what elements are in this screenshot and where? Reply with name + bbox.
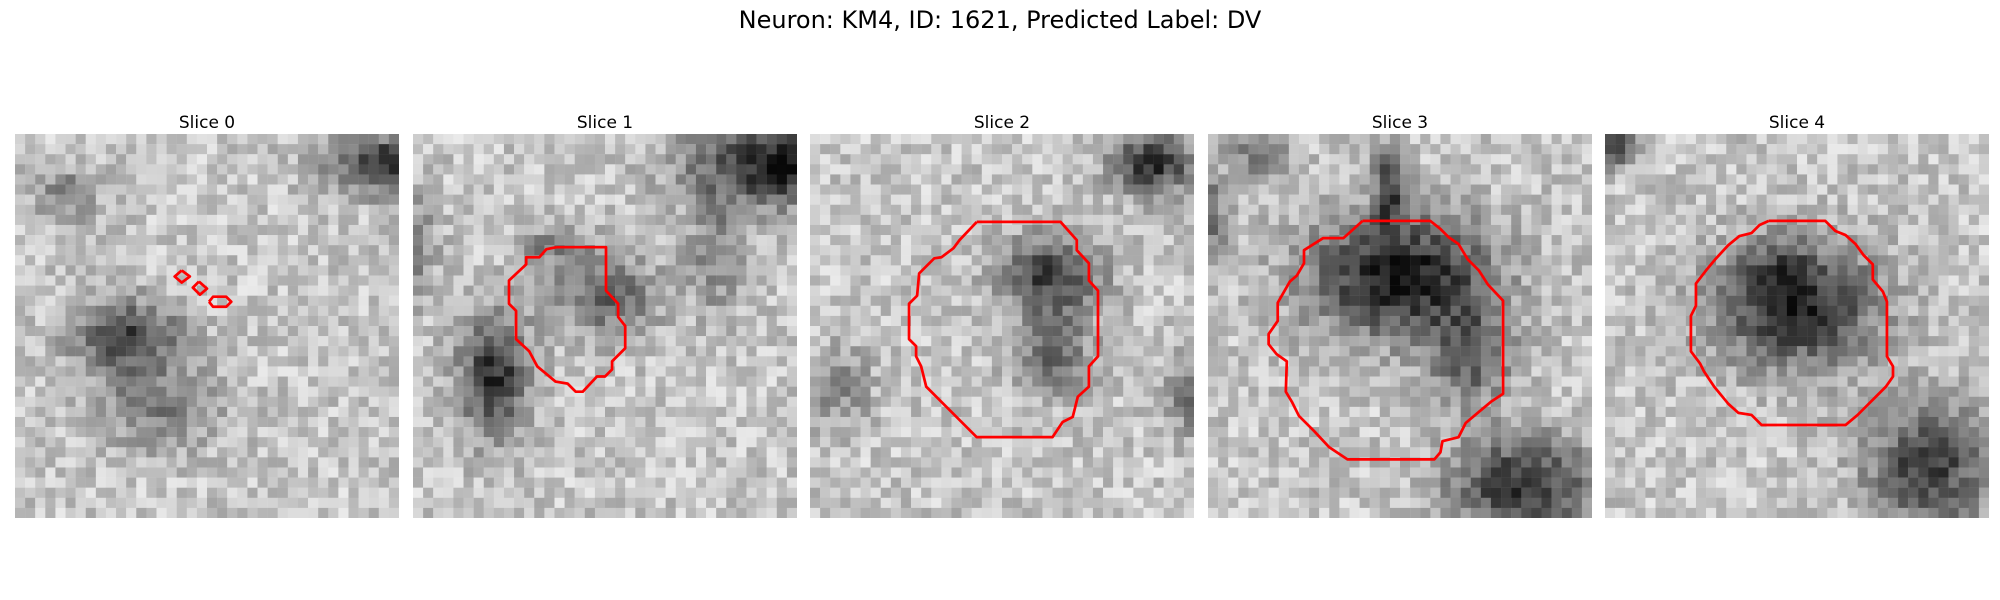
slice-panel-4: Slice 4 [1605, 112, 1989, 518]
slice-image [1605, 134, 1989, 518]
segmentation-contour [1689, 219, 1895, 427]
slice-panel-2: Slice 2 [810, 112, 1194, 518]
slice-panel-1: Slice 1 [413, 112, 797, 518]
slice-title: Slice 0 [178, 113, 236, 133]
segmentation-contour [1267, 219, 1505, 461]
slice-title: Slice 3 [1371, 113, 1429, 133]
slice-title: Slice 1 [576, 113, 634, 133]
segmentation-contour [207, 295, 233, 309]
slice-image [15, 134, 399, 518]
figure-title: Neuron: KM4, ID: 1621, Predicted Label: … [738, 6, 1262, 34]
slice-image [1208, 134, 1592, 518]
slice-image [413, 134, 797, 518]
slice-panel-0: Slice 0 [15, 112, 399, 518]
segmentation-contour [507, 245, 627, 394]
slice-image [810, 134, 1194, 518]
segmentation-contour [907, 220, 1100, 439]
slice-title: Slice 4 [1768, 113, 1826, 133]
slice-title: Slice 2 [973, 113, 1031, 133]
segmentation-contour [173, 269, 192, 284]
segmentation-contour [191, 280, 209, 297]
slice-panel-3: Slice 3 [1208, 112, 1592, 518]
